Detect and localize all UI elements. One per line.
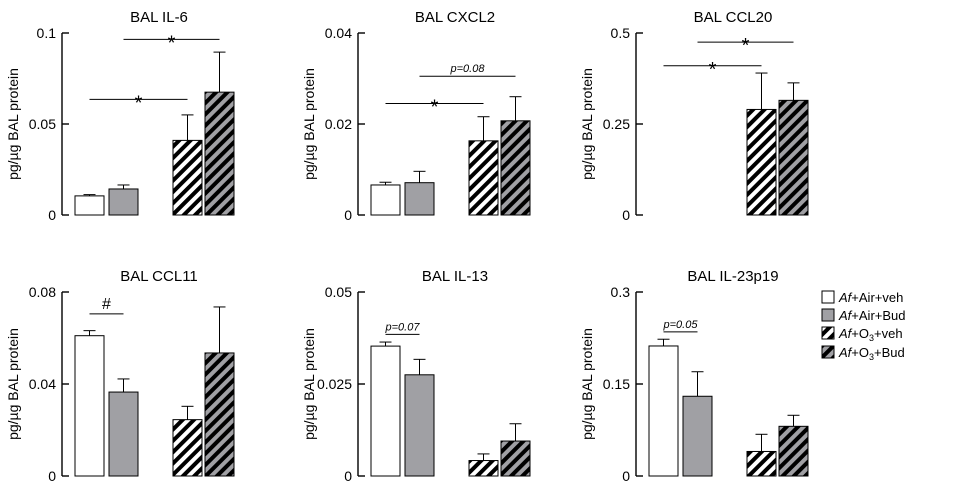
- legend-prefix: Af: [838, 290, 853, 305]
- bar-air-bud: [108, 391, 139, 477]
- y-tick-label: 0: [48, 468, 56, 484]
- y-tick-label: 0.04: [325, 25, 352, 41]
- legend-item-air-bud: Af+Air+Bud: [821, 308, 906, 323]
- y-tick-label: 0.1: [37, 25, 57, 41]
- chart-panel: BAL CXCL2 pg/µg BAL protein 0 0.02 0.04 * p=0.…: [301, 9, 531, 223]
- legend-label: +O: [851, 345, 869, 360]
- significance-label: *: [135, 92, 143, 114]
- y-tick-label: 0.04: [29, 376, 56, 392]
- significance-label: p=0.07: [385, 321, 421, 333]
- y-tick-label: 0.02: [325, 116, 352, 132]
- significance-label: *: [431, 97, 439, 119]
- bar-o3-veh: [468, 460, 499, 477]
- significance-label: *: [709, 59, 717, 81]
- bar-o3-veh: [746, 108, 777, 216]
- bar-air-bud: [108, 188, 139, 216]
- chart-title: BAL CXCL2: [415, 9, 495, 26]
- svg-text:Af+Air+veh: Af+Air+veh: [838, 290, 903, 305]
- y-tick-label: 0: [344, 468, 352, 484]
- y-axis-label: pg/µg BAL protein: [579, 68, 595, 180]
- significance-label: p=0.08: [450, 63, 486, 75]
- bar-o3-veh: [172, 419, 203, 477]
- y-tick-label: 0.05: [29, 116, 56, 132]
- y-tick-label: 0.15: [603, 376, 630, 392]
- legend-swatch-o3-veh: [821, 326, 835, 340]
- significance-label: #: [102, 296, 111, 313]
- y-axis-label: pg/µg BAL protein: [5, 328, 21, 440]
- y-tick-label: 0.08: [29, 284, 56, 300]
- bar-o3-bud: [204, 91, 235, 216]
- y-axis-label: pg/µg BAL protein: [579, 328, 595, 440]
- legend-item-o3-bud: Af+O3+Bud: [821, 345, 905, 362]
- chart-title: BAL IL-23p19: [687, 268, 778, 285]
- y-tick-label: 0.3: [611, 284, 631, 300]
- legend-label: +Air+Bud: [851, 308, 905, 323]
- legend-item-o3-veh: Af+O3+veh: [821, 326, 903, 343]
- bar-air-veh: [74, 335, 105, 477]
- svg-text:Af+O3+veh: Af+O3+veh: [838, 326, 903, 343]
- legend-prefix: Af: [838, 345, 853, 360]
- bar-o3-bud: [500, 440, 531, 477]
- y-tick-label: 0: [622, 207, 630, 223]
- svg-text:Af+Air+Bud: Af+Air+Bud: [838, 308, 906, 323]
- y-tick-label: 0: [48, 207, 56, 223]
- significance-label: *: [168, 32, 176, 54]
- significance-label: *: [742, 35, 750, 57]
- chart-panel: BAL IL-23p19 pg/µg BAL protein 0 0.15 0.3 p=0…: [579, 268, 809, 484]
- bar-o3-bud: [778, 425, 809, 477]
- bar-o3-veh: [468, 140, 499, 216]
- legend-swatch-air-veh: [821, 290, 835, 304]
- chart-title: BAL CCL11: [120, 268, 198, 285]
- y-tick-label: 0: [622, 468, 630, 484]
- bar-air-bud: [404, 374, 435, 477]
- bar-o3-bud: [204, 352, 235, 477]
- y-axis-label: pg/µg BAL protein: [301, 68, 317, 180]
- chart-title: BAL CCL20: [694, 9, 773, 26]
- chart-panel: BAL CCL20 pg/µg BAL protein 0 0.25 0.5 * *: [579, 9, 809, 223]
- bar-air-bud: [682, 395, 713, 477]
- chart-panel: BAL CCL11 pg/µg BAL protein 0 0.04 0.08 #: [5, 268, 235, 484]
- chart-panel: BAL IL-6 pg/µg BAL protein 0 0.05 0.1 * *: [5, 9, 235, 223]
- legend-prefix: Af: [838, 326, 853, 341]
- svg-text:Af+O3+Bud: Af+O3+Bud: [838, 345, 905, 362]
- y-tick-label: 0.05: [325, 284, 352, 300]
- bar-air-veh: [648, 345, 679, 477]
- bar-air-veh: [370, 345, 401, 477]
- legend-label: +Air+veh: [851, 290, 903, 305]
- y-tick-label: 0.025: [317, 376, 352, 392]
- legend: Af+Air+veh Af+Air+Bud Af+O3+veh Af+O3+Bu…: [821, 290, 906, 362]
- significance-label: p=0.05: [663, 319, 699, 331]
- legend-prefix: Af: [838, 308, 853, 323]
- legend-swatch-air-bud: [821, 308, 835, 322]
- y-tick-label: 0.25: [603, 116, 630, 132]
- bar-o3-veh: [746, 450, 777, 477]
- y-tick-label: 0.5: [611, 25, 631, 41]
- y-axis-label: pg/µg BAL protein: [301, 328, 317, 440]
- bar-air-veh: [74, 195, 105, 216]
- legend-label-suffix: +Bud: [874, 345, 905, 360]
- chart-title: BAL IL-13: [422, 268, 488, 285]
- legend-item-air-veh: Af+Air+veh: [821, 290, 903, 305]
- legend-subscript: 3: [869, 333, 874, 343]
- legend-label: +O: [851, 326, 869, 341]
- chart-panel: BAL IL-13 pg/µg BAL protein 0 0.025 0.05 p=0.…: [301, 268, 531, 484]
- y-axis-label: pg/µg BAL protein: [5, 68, 21, 180]
- y-tick-label: 0: [344, 207, 352, 223]
- legend-swatch-o3-bud: [821, 345, 835, 359]
- bar-o3-veh: [172, 139, 203, 216]
- bar-o3-bud: [500, 120, 531, 216]
- legend-label-suffix: +veh: [874, 326, 903, 341]
- chart-title: BAL IL-6: [130, 9, 188, 26]
- bar-air-veh: [370, 184, 401, 216]
- bar-air-bud: [404, 182, 435, 216]
- bar-o3-bud: [778, 99, 809, 216]
- legend-subscript: 3: [869, 352, 874, 362]
